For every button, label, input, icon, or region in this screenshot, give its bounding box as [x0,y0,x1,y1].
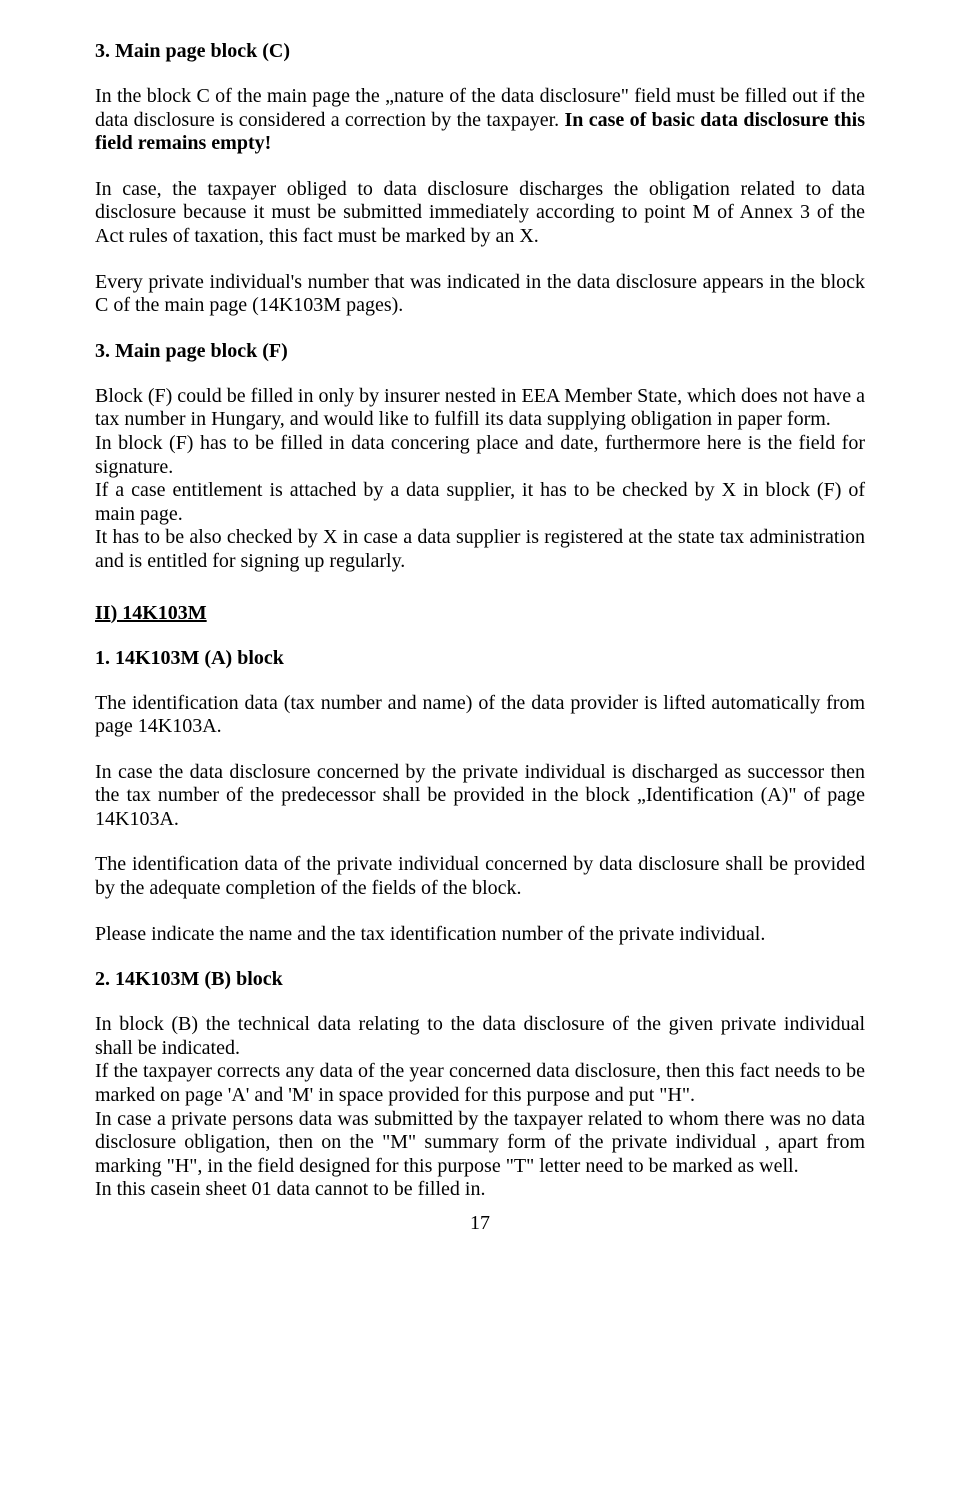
block-b-p2: If the taxpayer corrects any data of the… [95,1060,865,1107]
block-a-p4: Please indicate the name and the tax ide… [95,923,865,947]
section-f-p1: Block (F) could be filled in only by ins… [95,385,865,432]
section-c-p3: Every private individual's number that w… [95,271,865,318]
block-a-p1: The identification data (tax number and … [95,692,865,739]
section-c-p1: In the block C of the main page the „nat… [95,85,865,156]
block-a-heading: 1. 14K103M (A) block [95,647,865,670]
block-a-p3: The identification data of the private i… [95,853,865,900]
section-c-p2: In case, the taxpayer obliged to data di… [95,178,865,249]
section-f-p2: In block (F) has to be filled in data co… [95,432,865,479]
section-f-p3: If a case entitlement is attached by a d… [95,479,865,526]
document-page: 3. Main page block (C) In the block C of… [0,0,960,1265]
block-b-p3: In case a private persons data was submi… [95,1108,865,1179]
page-number: 17 [95,1212,865,1235]
block-b-heading: 2. 14K103M (B) block [95,968,865,991]
section-f-p4: It has to be also checked by X in case a… [95,526,865,573]
section-f-heading: 3. Main page block (F) [95,340,865,363]
section-c-heading: 3. Main page block (C) [95,40,865,63]
block-b-p1: In block (B) the technical data relating… [95,1013,865,1060]
section-ii-heading: II) 14K103M [95,602,865,625]
block-a-p2: In case the data disclosure concerned by… [95,761,865,832]
block-b-p4: In this casein sheet 01 data cannot to b… [95,1178,865,1202]
